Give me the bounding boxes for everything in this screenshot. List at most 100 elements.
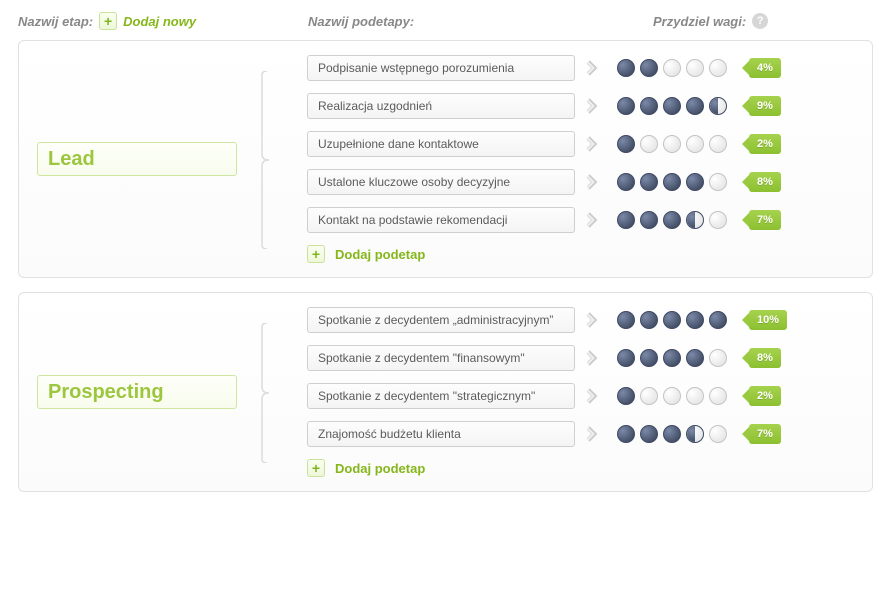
rating-dot[interactable] xyxy=(617,211,635,229)
rating-dot[interactable] xyxy=(709,97,727,115)
stage-name-input[interactable] xyxy=(37,375,237,409)
rating-dot[interactable] xyxy=(686,425,704,443)
rating-dot[interactable] xyxy=(709,387,727,405)
substage-input[interactable] xyxy=(307,93,575,119)
rating-dot[interactable] xyxy=(686,59,704,77)
rating-dot[interactable] xyxy=(640,311,658,329)
add-substage-button[interactable]: + Dodaj podetap xyxy=(307,245,854,263)
header-substage-label: Nazwij podetapy: xyxy=(308,14,414,29)
rating-dot[interactable] xyxy=(686,349,704,367)
add-substage-label: Dodaj podetap xyxy=(335,247,425,262)
add-substage-button[interactable]: +Dodaj podetap xyxy=(307,459,854,477)
rating-dot[interactable] xyxy=(617,97,635,115)
rating-dot[interactable] xyxy=(663,349,681,367)
rating-dot[interactable] xyxy=(663,211,681,229)
rating-dot[interactable] xyxy=(686,211,704,229)
bracket-icon xyxy=(261,323,279,463)
rating-dots[interactable] xyxy=(611,135,733,153)
chevron-right-icon[interactable] xyxy=(575,350,611,366)
column-headers: Nazwij etap: + Dodaj nowy Nazwij podetap… xyxy=(18,12,873,30)
rating-dot[interactable] xyxy=(686,135,704,153)
stage-panel: 10%8%2%7%+Dodaj podetap xyxy=(18,292,873,492)
substage-row: 8% xyxy=(307,169,854,195)
chevron-right-icon[interactable] xyxy=(575,388,611,404)
rating-dot[interactable] xyxy=(709,311,727,329)
rating-dot[interactable] xyxy=(709,59,727,77)
rating-dot[interactable] xyxy=(640,425,658,443)
rating-dot[interactable] xyxy=(709,173,727,191)
rating-dots[interactable] xyxy=(611,211,733,229)
rating-dot[interactable] xyxy=(617,59,635,77)
substage-row: 8% xyxy=(307,345,854,371)
chevron-right-icon[interactable] xyxy=(575,174,611,190)
chevron-right-icon[interactable] xyxy=(575,60,611,76)
rating-dot[interactable] xyxy=(709,211,727,229)
rating-dot[interactable] xyxy=(617,173,635,191)
rating-dot[interactable] xyxy=(686,97,704,115)
rating-dots[interactable] xyxy=(611,311,733,329)
substage-row: 2% xyxy=(307,383,854,409)
rating-dots[interactable] xyxy=(611,425,733,443)
header-stage-label: Nazwij etap: xyxy=(18,14,93,29)
rating-dot[interactable] xyxy=(617,311,635,329)
rating-dot[interactable] xyxy=(617,387,635,405)
substage-input[interactable] xyxy=(307,169,575,195)
rating-dot[interactable] xyxy=(709,425,727,443)
rating-dot[interactable] xyxy=(640,387,658,405)
rating-dot[interactable] xyxy=(640,173,658,191)
rating-dots[interactable] xyxy=(611,97,733,115)
substage-input[interactable] xyxy=(307,383,575,409)
substage-row: 4% xyxy=(307,55,854,81)
weight-badge: 2% xyxy=(749,134,781,154)
rating-dot[interactable] xyxy=(663,59,681,77)
chevron-right-icon[interactable] xyxy=(575,312,611,328)
stage-panel: 4%9%2%8%7%+Dodaj podetap xyxy=(18,40,873,278)
chevron-right-icon[interactable] xyxy=(575,426,611,442)
weight-badge: 8% xyxy=(749,348,781,368)
weight-badge: 8% xyxy=(749,172,781,192)
rating-dot[interactable] xyxy=(663,311,681,329)
rating-dot[interactable] xyxy=(686,387,704,405)
rating-dots[interactable] xyxy=(611,173,733,191)
rating-dot[interactable] xyxy=(686,173,704,191)
rating-dots[interactable] xyxy=(611,59,733,77)
weight-badge: 7% xyxy=(749,424,781,444)
substage-input[interactable] xyxy=(307,421,575,447)
rating-dot[interactable] xyxy=(640,349,658,367)
chevron-right-icon[interactable] xyxy=(575,136,611,152)
substage-input[interactable] xyxy=(307,207,575,233)
rating-dot[interactable] xyxy=(617,135,635,153)
substage-input[interactable] xyxy=(307,55,575,81)
rating-dot[interactable] xyxy=(640,59,658,77)
help-icon[interactable]: ? xyxy=(752,13,768,29)
rating-dot[interactable] xyxy=(617,425,635,443)
rating-dot[interactable] xyxy=(709,349,727,367)
plus-icon: + xyxy=(307,245,325,263)
add-substage-label: Dodaj podetap xyxy=(335,461,425,476)
substage-row: 2% xyxy=(307,131,854,157)
substage-input[interactable] xyxy=(307,307,575,333)
rating-dot[interactable] xyxy=(709,135,727,153)
substage-row: 7% xyxy=(307,421,854,447)
substage-input[interactable] xyxy=(307,131,575,157)
weight-badge: 7% xyxy=(749,210,781,230)
rating-dot[interactable] xyxy=(663,387,681,405)
substage-input[interactable] xyxy=(307,345,575,371)
stage-name-input[interactable] xyxy=(37,142,237,176)
rating-dot[interactable] xyxy=(640,211,658,229)
add-stage-button[interactable]: + Dodaj nowy xyxy=(99,12,196,30)
rating-dot[interactable] xyxy=(663,425,681,443)
rating-dot[interactable] xyxy=(640,97,658,115)
weight-badge: 2% xyxy=(749,386,781,406)
substage-row: 7% xyxy=(307,207,854,233)
rating-dot[interactable] xyxy=(663,135,681,153)
chevron-right-icon[interactable] xyxy=(575,212,611,228)
chevron-right-icon[interactable] xyxy=(575,98,611,114)
rating-dot[interactable] xyxy=(663,173,681,191)
rating-dot[interactable] xyxy=(663,97,681,115)
rating-dots[interactable] xyxy=(611,349,733,367)
rating-dot[interactable] xyxy=(640,135,658,153)
rating-dots[interactable] xyxy=(611,387,733,405)
rating-dot[interactable] xyxy=(686,311,704,329)
rating-dot[interactable] xyxy=(617,349,635,367)
